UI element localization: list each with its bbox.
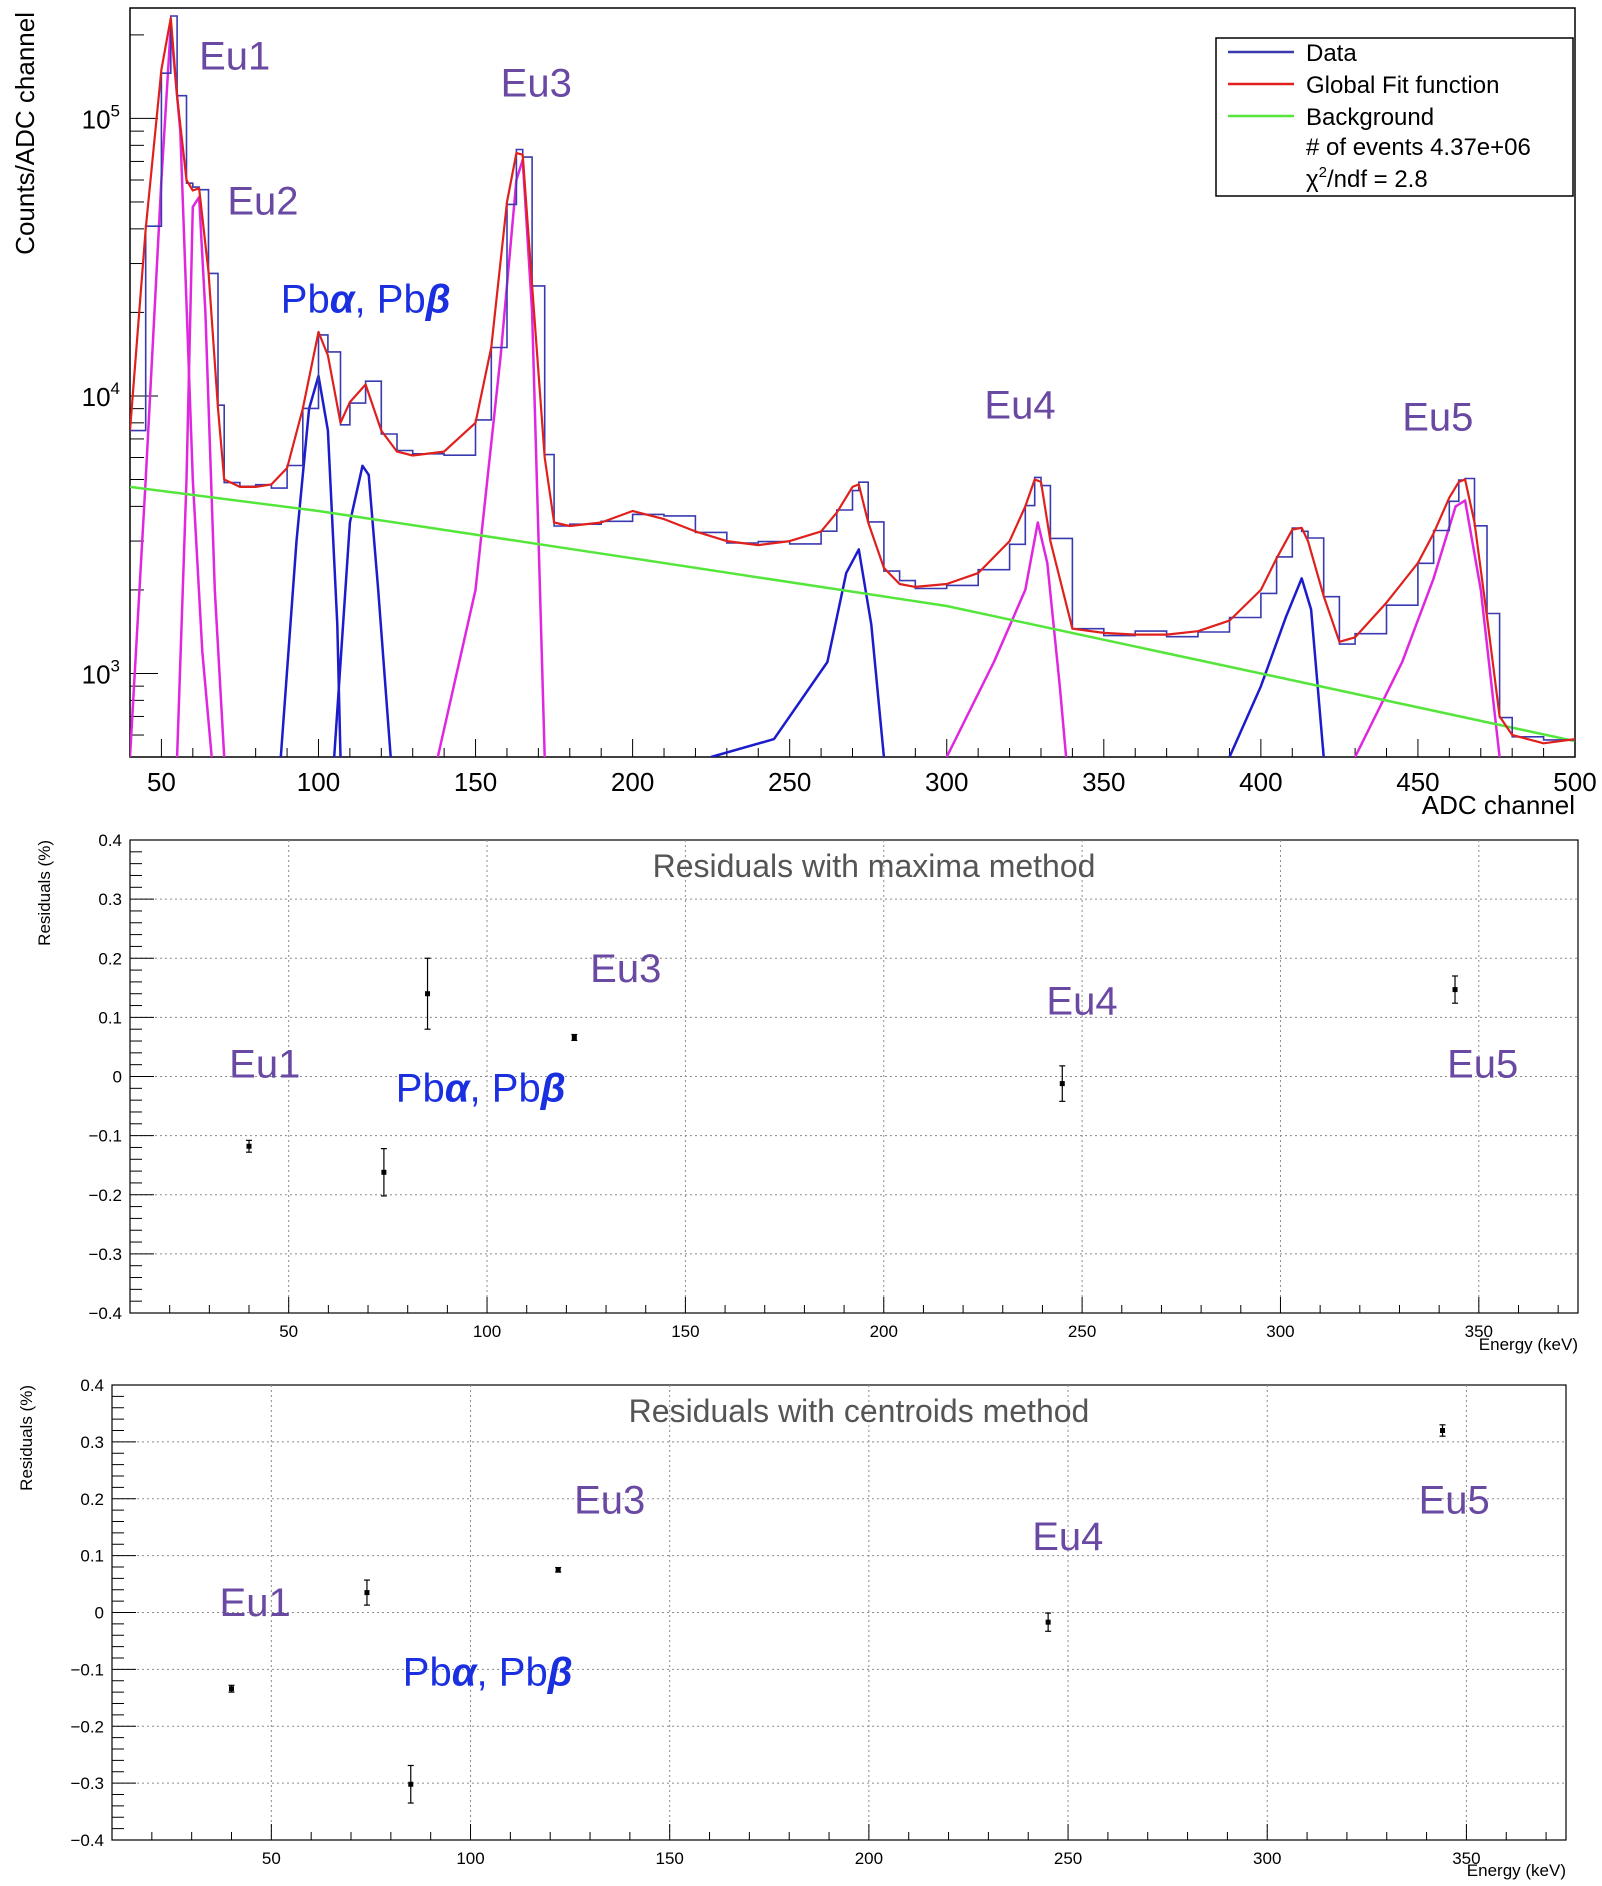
y-tick-label: 0 [95,1604,104,1623]
y-tick-label: −0.4 [88,1304,122,1323]
background-line [130,485,1575,743]
x-tick-label: 300 [925,767,968,797]
spectrum-plot: 50 100 150 200 250 300 350 400 450 500 103 104 105 AD… [10,7,1597,820]
residual-title: Residuals with centroids method [629,1393,1090,1429]
y-axis-label: Residuals (%) [35,840,54,946]
y-tick-label: 0.4 [98,831,122,850]
peak-label: Eu5 [1419,1479,1490,1523]
y-tick-label: −0.1 [88,1127,122,1146]
x-tick-label: 350 [1082,767,1125,797]
residual-title: Residuals with maxima method [653,848,1096,884]
y-axis-label: Residuals (%) [17,1385,36,1491]
pb-component-curve [1228,577,1325,757]
y-tick-label: 0.3 [98,890,122,909]
peak-label: Pbα, Pbβ [403,1650,573,1694]
x-tick-label: 150 [671,1322,699,1341]
peak-label: Eu1 [220,1581,291,1625]
y-tick-label: 0 [113,1068,122,1087]
x-tick-label: 500 [1553,767,1596,797]
data-point [1045,1619,1051,1625]
y-tick-label: 0.4 [80,1376,104,1395]
x-tick-label: 400 [1239,767,1282,797]
legend-events: # of events 4.37e+06 [1306,134,1531,161]
x-axis-label: Energy (keV) [1479,1335,1578,1354]
data-point [1440,1428,1446,1433]
y-tick-label: 103 [82,656,120,689]
peak-label: Eu4 [1046,979,1117,1023]
legend-chi2: χ2/ndf = 2.8 [1306,164,1428,193]
peak-label: Eu1 [229,1043,300,1087]
eu-component-curve [1353,499,1501,757]
y-tick-label: −0.2 [70,1717,104,1736]
x-tick-label: 50 [262,1849,281,1868]
peak-label: Eu3 [574,1479,645,1523]
data-point [408,1781,414,1787]
data-point [364,1590,370,1596]
x-tick-label: 100 [456,1849,484,1868]
y-tick-label: 0.1 [98,1008,122,1027]
y-tick-label: −0.4 [70,1831,104,1850]
x-tick-label: 50 [279,1322,298,1341]
y-tick-label: 105 [82,101,120,134]
global-fit-curve [130,16,1575,745]
y-tick-label: 0.2 [80,1490,104,1509]
peak-label: Eu5 [1402,396,1473,440]
data-point [229,1686,235,1692]
y-tick-label: 0.3 [80,1433,104,1452]
legend-entry: Background [1306,104,1434,131]
legend-entry: Global Fit function [1306,72,1499,99]
peak-label: Eu4 [1032,1515,1103,1559]
data-point [381,1169,387,1175]
x-tick-label: 150 [454,767,497,797]
peak-label: Eu2 [227,180,298,224]
spectrum-curves [130,15,1575,757]
peak-label: Eu5 [1447,1043,1518,1087]
x-tick-label: 250 [1054,1849,1082,1868]
data-point [425,991,431,997]
eu-component-curve [945,521,1068,757]
x-tick-label: 250 [768,767,811,797]
pb-component-curve [332,464,392,757]
legend-entry: Data [1306,40,1357,67]
y-tick-label: −0.2 [88,1186,122,1205]
x-tick-label: 250 [1068,1322,1096,1341]
x-tick-label: 350 [1452,1849,1480,1868]
y-tick-label: −0.3 [70,1774,104,1793]
data-point [555,1567,561,1573]
peak-label: Pbα, Pbβ [281,277,451,321]
x-tick-label: 450 [1396,767,1439,797]
x-tick-label: 350 [1465,1322,1493,1341]
peak-label: Eu3 [590,947,661,991]
y-tick-label: −0.3 [88,1245,122,1264]
y-tick-label: 104 [82,379,120,412]
data-point [1452,987,1458,993]
x-axis-label: Energy (keV) [1467,1861,1566,1880]
x-tick-label: 100 [297,767,340,797]
residual-plot: 50 100 150 200 250 300 350 −0.4 −0.3 −0.2 −0.1 0 0.1… [17,1376,1567,1880]
data-point [1059,1081,1065,1087]
peak-label: Pbα, Pbβ [396,1066,566,1110]
peak-label: Eu3 [501,61,572,105]
x-axis-label: ADC channel [1422,790,1575,820]
pb-component-curve [710,548,886,757]
data-histogram [130,15,1575,743]
residual-plot: 50 100 150 200 250 300 350 −0.4 −0.3 −0.2 −0.1 0 0.1… [35,831,1579,1354]
y-axis-label: Counts/ADC channel [10,12,40,255]
x-tick-label: 200 [611,767,654,797]
peak-label: Eu4 [984,383,1055,427]
y-tick-label: −0.1 [70,1660,104,1679]
y-tick-label: 0.2 [98,949,122,968]
data-point [571,1034,577,1040]
y-tick-label: 0.1 [80,1547,104,1566]
x-tick-label: 150 [656,1849,684,1868]
x-tick-label: 200 [870,1322,898,1341]
x-tick-label: 300 [1253,1849,1281,1868]
peak-label: Eu1 [199,35,270,79]
x-tick-label: 100 [473,1322,501,1341]
x-tick-label: 50 [147,767,176,797]
x-tick-label: 200 [855,1849,883,1868]
data-point [246,1143,252,1149]
x-tick-label: 300 [1266,1322,1294,1341]
